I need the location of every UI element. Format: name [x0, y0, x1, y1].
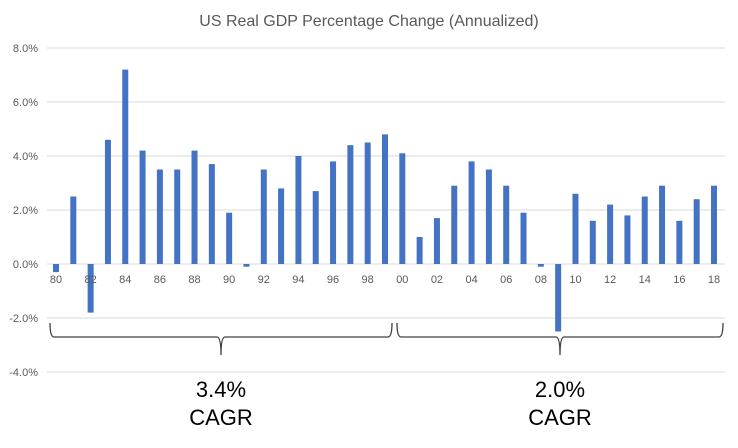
brace-2000-2018 — [396, 322, 724, 356]
bar-15 — [659, 185, 666, 264]
bar-85 — [139, 150, 146, 264]
x-tick-label: 02 — [431, 274, 443, 286]
x-tick-label: 92 — [258, 274, 270, 286]
x-tick-label: 96 — [327, 274, 339, 286]
bar-05 — [485, 169, 492, 264]
x-tick-label: 94 — [292, 274, 304, 286]
bar-12 — [607, 204, 614, 264]
annotation-value-1: 3.4% — [196, 377, 246, 402]
bar-00 — [399, 153, 406, 264]
y-tick-label: 4.0% — [13, 151, 38, 163]
bar-98 — [364, 142, 371, 264]
bar-11 — [589, 220, 596, 264]
bar-04 — [468, 161, 475, 264]
bar-06 — [503, 185, 510, 264]
period-braces — [49, 322, 724, 356]
bar-94 — [295, 156, 302, 264]
bar-08 — [537, 264, 544, 267]
x-tick-label: 88 — [188, 274, 200, 286]
x-tick-label: 82 — [85, 274, 97, 286]
annotation-label-2: CAGR — [528, 405, 592, 430]
x-tick-label: 98 — [362, 274, 374, 286]
y-tick-label: -2.0% — [9, 313, 38, 325]
bar-18 — [711, 185, 717, 264]
brace-1980-1999 — [49, 322, 393, 356]
x-tick-label: 84 — [119, 274, 131, 286]
chart-title: US Real GDP Percentage Change (Annualize… — [199, 13, 538, 30]
bar-02 — [433, 218, 440, 264]
bar-07 — [520, 212, 527, 264]
bar-97 — [347, 145, 354, 264]
x-tick-label: 86 — [154, 274, 166, 286]
y-tick-label: -4.0% — [9, 367, 38, 379]
bars — [53, 69, 717, 332]
x-tick-label: 08 — [535, 274, 547, 286]
x-tick-label: 18 — [708, 274, 720, 286]
bar-90 — [226, 212, 233, 264]
x-tick-label: 14 — [639, 274, 651, 286]
bar-84 — [122, 69, 129, 264]
bar-89 — [208, 164, 215, 264]
bar-93 — [278, 188, 285, 264]
bar-10 — [572, 193, 579, 264]
bar-83 — [104, 139, 111, 264]
x-tick-label: 16 — [673, 274, 685, 286]
bar-91 — [243, 264, 250, 267]
bar-01 — [416, 237, 423, 264]
x-tick-label: 00 — [396, 274, 408, 286]
bar-86 — [156, 169, 163, 264]
bar-87 — [174, 169, 181, 264]
bar-03 — [451, 185, 458, 264]
bar-99 — [382, 134, 388, 264]
annotation-value-2: 2.0% — [535, 377, 585, 402]
bar-81 — [70, 196, 77, 264]
bar-88 — [191, 150, 198, 264]
x-tick-label: 12 — [604, 274, 616, 286]
y-tick-label: 0.0% — [13, 259, 38, 271]
x-tick-label: 04 — [465, 274, 477, 286]
bar-13 — [624, 215, 631, 264]
bar-96 — [330, 161, 337, 264]
x-axis-ticks: 80 82 84 86 88 90 92 94 96 98 00 02 04 06 08 10 12 14 16 18 — [50, 274, 720, 286]
bar-14 — [641, 196, 648, 264]
bar-80 — [53, 264, 59, 273]
bar-92 — [260, 169, 267, 264]
annotation-label-1: CAGR — [189, 405, 253, 430]
bar-17 — [693, 199, 700, 264]
x-tick-label: 06 — [500, 274, 512, 286]
bar-82 — [87, 264, 94, 313]
y-axis-ticks: -4.0% -2.0% 0.0% 2.0% 4.0% 6.0% 8.0% — [9, 43, 38, 379]
x-tick-label: 90 — [223, 274, 235, 286]
y-tick-label: 2.0% — [13, 205, 38, 217]
bar-09 — [555, 264, 562, 332]
x-tick-label: 80 — [50, 274, 62, 286]
y-tick-label: 6.0% — [13, 97, 38, 109]
bar-16 — [676, 220, 683, 264]
x-tick-label: 10 — [569, 274, 581, 286]
bar-95 — [312, 191, 319, 264]
y-tick-label: 8.0% — [13, 43, 38, 55]
